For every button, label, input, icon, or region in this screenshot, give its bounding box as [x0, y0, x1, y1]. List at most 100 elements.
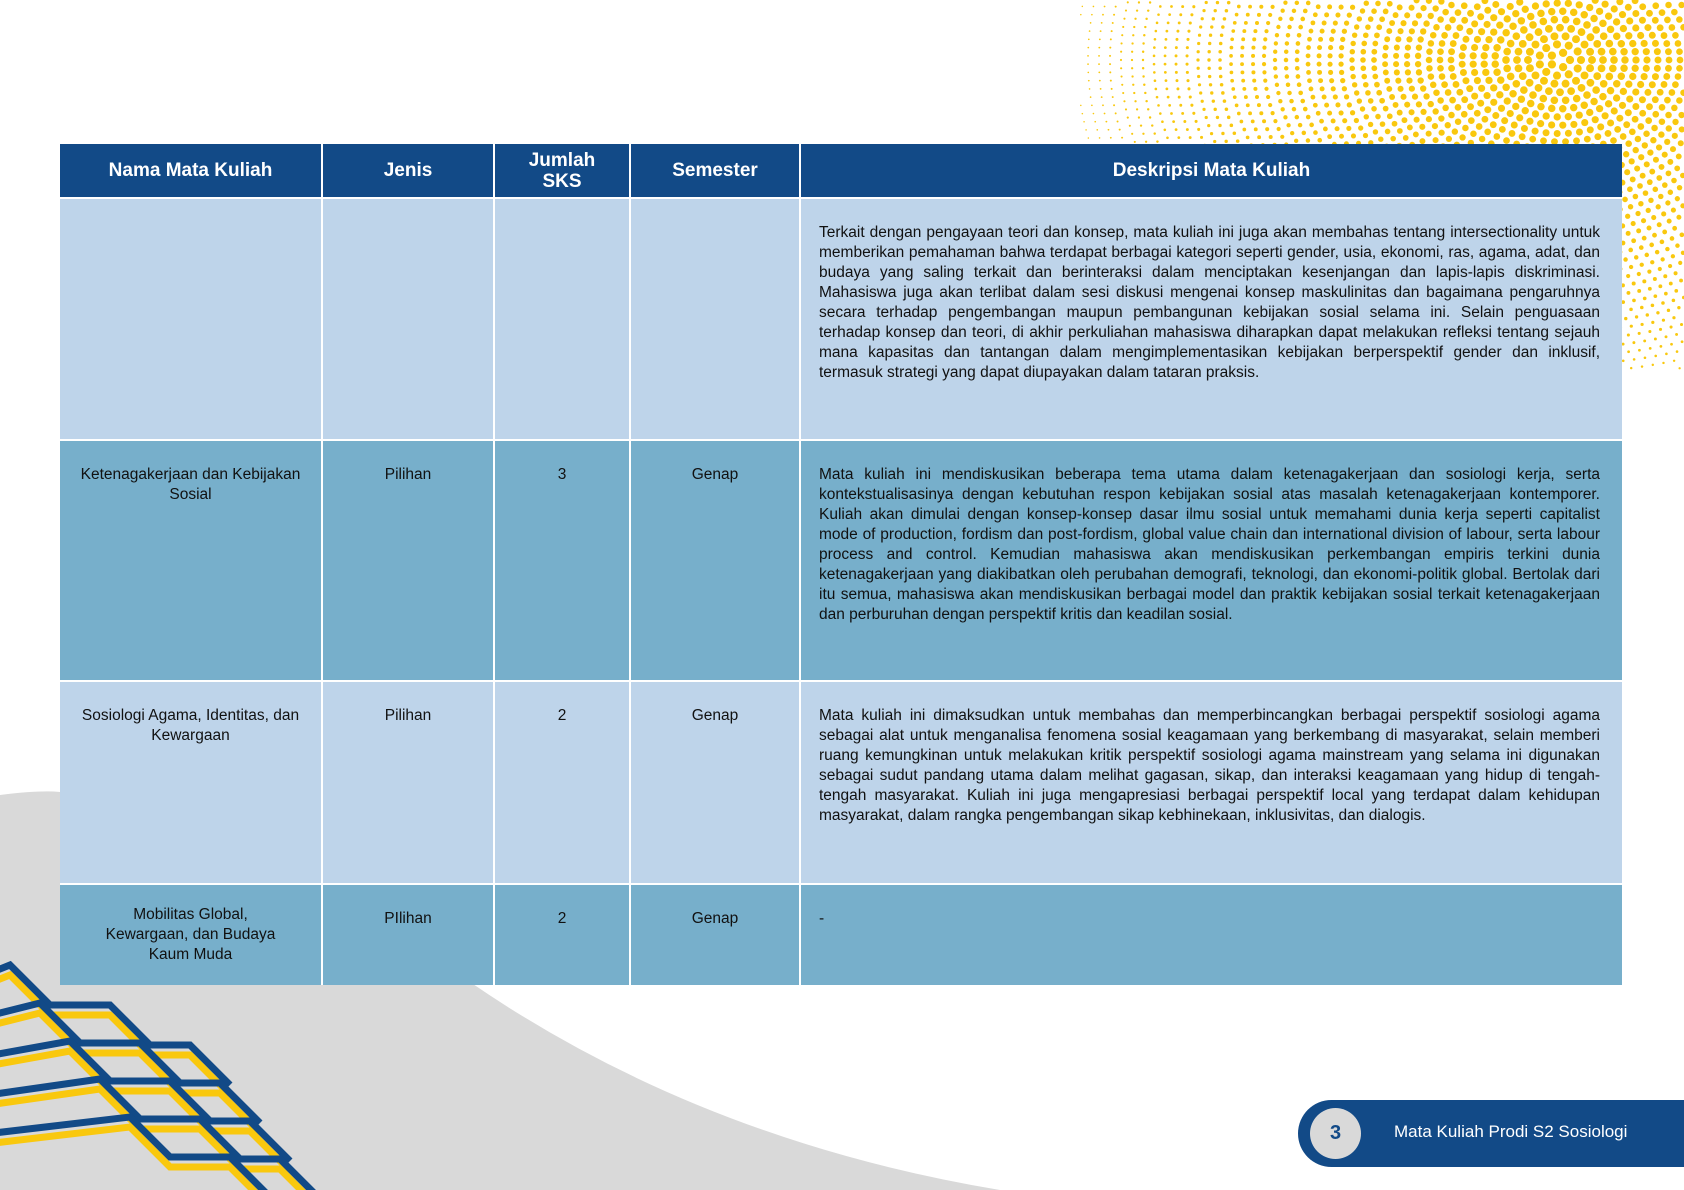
- dot: [1524, 56, 1532, 64]
- dot: [1531, 127, 1539, 135]
- dot: [1636, 271, 1641, 277]
- dot: [1658, 118, 1666, 125]
- dot: [1577, 28, 1586, 36]
- dot: [1419, 123, 1426, 130]
- dot: [1492, 0, 1500, 8]
- dot: [1379, 97, 1385, 104]
- dot: [1262, 45, 1267, 50]
- dot: [1666, 308, 1671, 313]
- dot: [1675, 243, 1680, 248]
- dot: [1671, 8, 1678, 16]
- dot: [1177, 21, 1181, 25]
- dot: [1284, 41, 1290, 46]
- dot: [1665, 200, 1671, 206]
- dot: [1374, 32, 1380, 39]
- dot: [1564, 0, 1572, 7]
- dot: [1427, 40, 1435, 47]
- dot: [1294, 65, 1300, 71]
- dot: [1363, 0, 1369, 6]
- dot: [1610, 107, 1618, 115]
- dot: [1159, 112, 1162, 115]
- dot: [1374, 81, 1380, 88]
- dot: [1305, 0, 1311, 6]
- dot: [1640, 218, 1647, 224]
- dot: [1506, 72, 1515, 81]
- dot: [1661, 151, 1668, 158]
- dot: [1145, 17, 1148, 21]
- dot: [1229, 123, 1234, 128]
- dot: [1319, 28, 1325, 34]
- dot: [1625, 140, 1632, 147]
- dot: [1503, 97, 1511, 105]
- dot: [1676, 56, 1684, 64]
- dot: [1592, 86, 1600, 94]
- dot: [1650, 137, 1657, 144]
- dot: [1404, 12, 1411, 19]
- dot: [1120, 67, 1123, 70]
- dot: [1648, 81, 1656, 89]
- dot: [1266, 94, 1271, 100]
- dot: [1234, 12, 1239, 17]
- dot: [1146, 9, 1150, 12]
- dot: [1632, 88, 1640, 96]
- dot: [1224, 107, 1229, 112]
- dot: [1302, 8, 1308, 14]
- dot: [1091, 104, 1093, 107]
- dot: [1565, 55, 1575, 65]
- dot: [1176, 29, 1180, 33]
- dot: [1401, 117, 1408, 124]
- dot: [1324, 12, 1330, 18]
- dot: [1475, 123, 1483, 130]
- dot: [1643, 161, 1650, 168]
- dot: [1638, 96, 1646, 104]
- dot: [1211, 17, 1216, 21]
- dot: [1542, 112, 1550, 120]
- dot: [1161, 120, 1164, 123]
- dot: [1467, 103, 1474, 111]
- dot: [1621, 300, 1626, 305]
- dot: [1118, 128, 1121, 131]
- dot: [1520, 86, 1528, 94]
- dot: [1520, 26, 1528, 34]
- dot: [1253, 86, 1258, 91]
- dot: [1141, 50, 1145, 53]
- dot: [1142, 132, 1145, 135]
- dot: [1645, 207, 1651, 213]
- dot: [1590, 97, 1598, 106]
- dot: [1527, 12, 1535, 21]
- dot: [1502, 28, 1510, 37]
- dot: [1490, 98, 1498, 106]
- dot: [1144, 140, 1148, 143]
- dot: [1400, 93, 1407, 100]
- dot: [1121, 34, 1124, 37]
- dot: [1449, 16, 1456, 24]
- dot: [1236, 4, 1241, 9]
- dot: [1503, 137, 1510, 144]
- dot: [1637, 331, 1641, 335]
- dot: [1278, 16, 1283, 21]
- dot: [1652, 276, 1657, 281]
- dot: [1569, 8, 1578, 17]
- dot: [1280, 8, 1285, 13]
- dot: [1462, 35, 1470, 43]
- dot: [1558, 63, 1568, 72]
- dot: [1392, 101, 1399, 108]
- dot: [1382, 105, 1389, 112]
- dot: [1531, 40, 1540, 49]
- dot: [1144, 91, 1147, 95]
- dot: [1213, 8, 1217, 13]
- dot: [1371, 8, 1377, 14]
- dot: [1294, 0, 1300, 6]
- dot: [1283, 66, 1289, 71]
- dot: [1542, 129, 1550, 137]
- dot: [1251, 53, 1256, 58]
- dot: [1618, 11, 1627, 19]
- dot: [1561, 79, 1570, 88]
- dot: [1552, 71, 1562, 80]
- dot: [1539, 94, 1548, 103]
- dot: [1202, 107, 1206, 112]
- dot: [1285, 82, 1291, 88]
- dot: [1550, 96, 1559, 105]
- dot: [1620, 64, 1628, 72]
- dot: [1305, 114, 1311, 120]
